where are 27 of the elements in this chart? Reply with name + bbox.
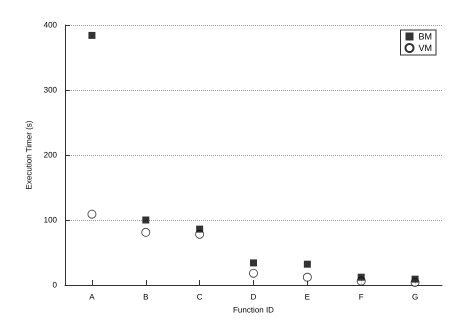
point — [142, 216, 150, 224]
y-tick-label: 0 — [52, 280, 58, 290]
x-axis-title: Function ID — [233, 305, 274, 314]
point — [358, 274, 365, 281]
x-tick-label: D — [250, 292, 257, 302]
x-tick-label: C — [196, 292, 203, 302]
legend-label: BM — [418, 32, 432, 42]
x-tick-label: B — [143, 292, 148, 302]
point — [196, 226, 204, 233]
y-tick-label: 400 — [44, 20, 58, 30]
y-tick-label: 200 — [44, 150, 58, 160]
x-tick-label: A — [89, 292, 96, 302]
point — [304, 260, 311, 268]
point — [412, 276, 419, 283]
point — [302, 272, 312, 282]
x-tick-label: E — [304, 292, 310, 302]
point — [88, 32, 96, 39]
y-axis-title: Execution Timer (s) — [24, 120, 34, 190]
point — [88, 210, 96, 219]
y-tick-label: 300 — [44, 86, 58, 94]
point — [141, 228, 150, 237]
point — [249, 268, 258, 278]
legend-label: VM — [418, 43, 432, 53]
point — [250, 259, 257, 266]
y-tick-label: 100 — [44, 216, 58, 224]
x-tick-label: G — [412, 292, 418, 302]
x-tick-label: F — [358, 292, 364, 302]
